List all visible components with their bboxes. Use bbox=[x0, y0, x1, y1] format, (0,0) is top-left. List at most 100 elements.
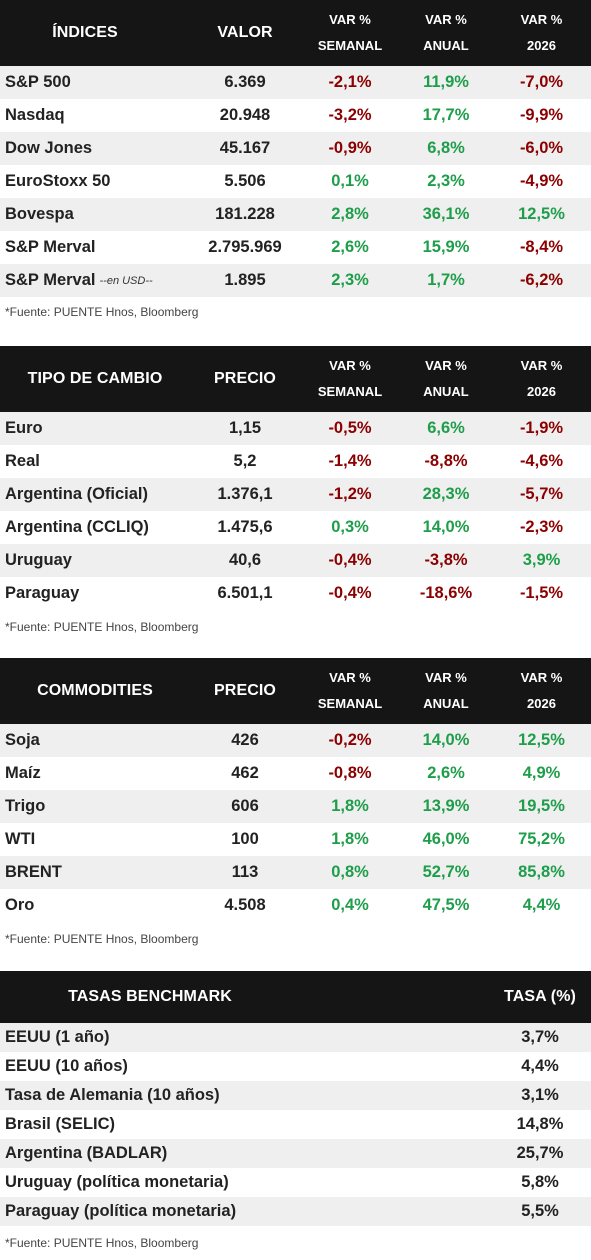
fx-row: Euro 1,15 -0,5% 6,6% -1,9% bbox=[0, 412, 591, 445]
indices-header: ÍNDICES VALOR VAR % SEMANAL VAR % ANUAL VA… bbox=[0, 0, 591, 66]
row-label: Real bbox=[5, 452, 40, 470]
indices-row: Dow Jones 45.167 -0,9% 6,8% -6,0% bbox=[0, 132, 591, 165]
commodities-row-value: 113 bbox=[231, 863, 259, 881]
indices-row-value: 181.228 bbox=[215, 205, 275, 223]
indices-row-ytd: -4,9% bbox=[519, 172, 564, 190]
indices-header-name: ÍNDICES bbox=[52, 24, 118, 41]
indices-row-name: S&P Merval bbox=[5, 231, 96, 264]
indices-header-ytd: VAR % 2026 bbox=[520, 12, 563, 53]
indices-row: Bovespa 181.228 2,8% 36,1% 12,5% bbox=[0, 198, 591, 231]
commodities-source: *Fuente: PUENTE Hnos, Bloomberg bbox=[5, 932, 199, 946]
fx-row-name: Argentina (CCLIQ) bbox=[5, 511, 149, 544]
commodities-row-value: 100 bbox=[231, 830, 259, 848]
rates-source: *Fuente: PUENTE Hnos, Bloomberg bbox=[5, 1236, 199, 1250]
indices-row-weekly: 2,8% bbox=[331, 205, 369, 223]
fx-header: TIPO DE CAMBIO PRECIO VAR % SEMANAL VAR %… bbox=[0, 346, 591, 412]
row-label: S&P 500 bbox=[5, 73, 71, 91]
fx-row-ytd: -5,7% bbox=[519, 485, 564, 503]
fx-header-annual: VAR % ANUAL bbox=[423, 358, 469, 399]
rates-row-value: 5,5% bbox=[521, 1202, 559, 1220]
indices-row: S&P Merval 2.795.969 2,6% 15,9% -8,4% bbox=[0, 231, 591, 264]
rates-header-value: TASA (%) bbox=[504, 988, 576, 1005]
fx-header-weekly: VAR % SEMANAL bbox=[317, 358, 383, 399]
row-label: BRENT bbox=[5, 863, 62, 881]
indices-row-name: EuroStoxx 50 bbox=[5, 165, 110, 198]
indices-row-value: 1.895 bbox=[224, 271, 266, 289]
rates-row: Uruguay (política monetaria) 5,8% bbox=[0, 1168, 591, 1197]
rates-row: EEUU (1 año) 3,7% bbox=[0, 1023, 591, 1052]
fx-row-value: 40,6 bbox=[228, 551, 262, 569]
commodities-row: WTI 100 1,8% 46,0% 75,2% bbox=[0, 823, 591, 856]
indices-row-annual: 1,7% bbox=[427, 271, 465, 289]
fx-header-ytd: VAR % 2026 bbox=[520, 358, 563, 399]
fx-row-ytd: 3,9% bbox=[522, 551, 561, 569]
fx-row-weekly: -0,4% bbox=[328, 551, 372, 569]
indices-body: S&P 500 6.369 -2,1% 11,9% -7,0% Nasdaq 20.948 -… bbox=[0, 66, 591, 297]
commodities-row-ytd: 85,8% bbox=[518, 863, 565, 881]
commodities-header-weekly: VAR % SEMANAL bbox=[317, 670, 383, 711]
indices-header-value: VALOR bbox=[217, 24, 273, 41]
rates-row: Brasil (SELIC) 14,8% bbox=[0, 1110, 591, 1139]
rates-row-name: Argentina (BADLAR) bbox=[5, 1144, 168, 1162]
fx-row-name: Paraguay bbox=[5, 577, 79, 610]
rates-row-name: Tasa de Alemania (10 años) bbox=[5, 1086, 220, 1104]
commodities-row: Soja 426 -0,2% 14,0% 12,5% bbox=[0, 724, 591, 757]
commodities-row-weekly: 0,4% bbox=[331, 896, 369, 914]
commodities-row-annual: 2,6% bbox=[427, 764, 465, 782]
indices-row-annual: 17,7% bbox=[422, 106, 470, 124]
commodities-row-ytd: 4,4% bbox=[522, 896, 561, 914]
fx-row-value: 6.501,1 bbox=[217, 584, 273, 602]
commodities-row: Trigo 606 1,8% 13,9% 19,5% bbox=[0, 790, 591, 823]
row-label: Maíz bbox=[5, 764, 41, 782]
indices-row-annual: 36,1% bbox=[422, 205, 470, 223]
indices-row-annual: 6,8% bbox=[427, 139, 465, 157]
indices-table: ÍNDICES VALOR VAR % SEMANAL VAR % ANUAL VA… bbox=[0, 0, 591, 327]
commodities-row-ytd: 19,5% bbox=[518, 797, 565, 815]
fx-row-ytd: -2,3% bbox=[519, 518, 564, 536]
fx-row-value: 5,2 bbox=[233, 452, 257, 470]
indices-row-ytd: -8,4% bbox=[519, 238, 564, 256]
indices-source: *Fuente: PUENTE Hnos, Bloomberg bbox=[5, 305, 199, 319]
indices-row-name: S&P Merval --en USD-- bbox=[5, 264, 153, 297]
indices-row-ytd: 12,5% bbox=[518, 205, 565, 223]
rates-row-name: Uruguay (política monetaria) bbox=[5, 1173, 229, 1191]
rates-row-name: Paraguay (política monetaria) bbox=[5, 1202, 237, 1220]
commodities-row-ytd: 12,5% bbox=[518, 731, 565, 749]
fx-row-weekly: -0,5% bbox=[328, 419, 372, 437]
commodities-row-weekly: 1,8% bbox=[331, 830, 369, 848]
indices-row-value: 5.506 bbox=[224, 172, 266, 190]
commodities-header-value: PRECIO bbox=[214, 682, 276, 699]
commodities-row-value: 426 bbox=[231, 731, 259, 749]
commodities-row-annual: 47,5% bbox=[422, 896, 470, 914]
fx-row-weekly: 0,3% bbox=[331, 518, 369, 536]
row-label: WTI bbox=[5, 830, 36, 848]
fx-row: Real 5,2 -1,4% -8,8% -4,6% bbox=[0, 445, 591, 478]
commodities-row-ytd: 75,2% bbox=[518, 830, 565, 848]
commodities-row-annual: 14,0% bbox=[422, 731, 470, 749]
commodities-row-name: WTI bbox=[5, 823, 35, 856]
fx-table: TIPO DE CAMBIO PRECIO VAR % SEMANAL VAR %… bbox=[0, 346, 591, 644]
row-label: S&P Merval bbox=[5, 238, 96, 256]
commodities-header: COMMODITIES PRECIO VAR % SEMANAL VAR % ANU… bbox=[0, 658, 591, 724]
row-label: Soja bbox=[5, 731, 40, 749]
commodities-row-ytd: 4,9% bbox=[522, 764, 561, 782]
row-label: Bovespa bbox=[5, 205, 74, 223]
rates-row-name: Brasil (SELIC) bbox=[5, 1115, 116, 1133]
fx-row-name: Uruguay bbox=[5, 544, 72, 577]
fx-row-name: Argentina (Oficial) bbox=[5, 478, 148, 511]
indices-row: EuroStoxx 50 5.506 0,1% 2,3% -4,9% bbox=[0, 165, 591, 198]
row-label: Argentina (CCLIQ) bbox=[5, 518, 149, 536]
commodities-row: BRENT 113 0,8% 52,7% 85,8% bbox=[0, 856, 591, 889]
commodities-row-annual: 46,0% bbox=[422, 830, 470, 848]
rates-row: Tasa de Alemania (10 años) 3,1% bbox=[0, 1081, 591, 1110]
fx-row-ytd: -1,9% bbox=[519, 419, 564, 437]
commodities-row-name: Soja bbox=[5, 724, 40, 757]
commodities-row-value: 462 bbox=[231, 764, 259, 782]
commodities-body: Soja 426 -0,2% 14,0% 12,5% Maíz 462 -0,8% 2,6% 4,… bbox=[0, 724, 591, 922]
indices-row-name: S&P 500 bbox=[5, 66, 71, 99]
commodities-table: COMMODITIES PRECIO VAR % SEMANAL VAR % ANU… bbox=[0, 658, 591, 956]
row-label: Nasdaq bbox=[5, 106, 65, 124]
commodities-row-annual: 52,7% bbox=[422, 863, 470, 881]
indices-row-value: 20.948 bbox=[219, 106, 271, 124]
fx-row-value: 1.475,6 bbox=[217, 518, 273, 536]
